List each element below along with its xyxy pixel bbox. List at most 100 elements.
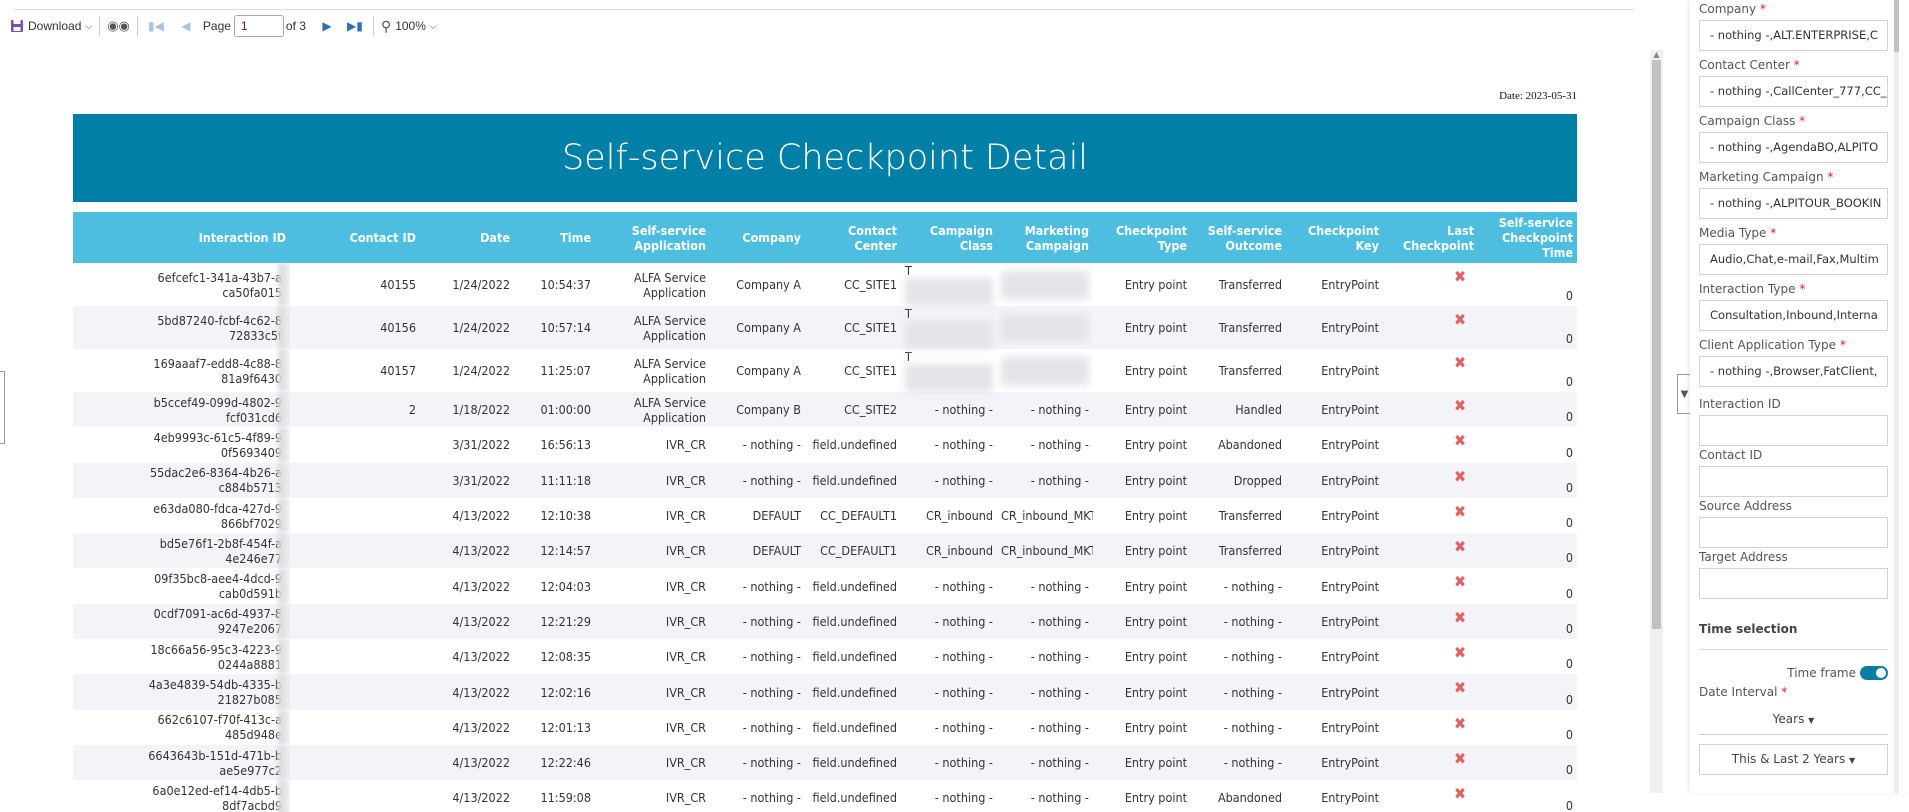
- cell-sstime: 0: [1478, 710, 1577, 745]
- time-frame-toggle-row: Time frame: [1699, 666, 1888, 680]
- table-row[interactable]: 6efcefc1-341a-43b7-a ca50fa015 40155 1/24/2…: [73, 263, 1577, 306]
- column-header: Campaign Class: [901, 212, 997, 263]
- cell-cc: CC_SITE1: [805, 306, 901, 349]
- cell-cclass: - nothing -: [901, 462, 997, 498]
- cell-mcamp: - nothing -: [997, 427, 1093, 462]
- binoculars-icon: ◉◉: [107, 18, 130, 33]
- cell-text: field.undefined: [812, 472, 897, 488]
- table-row[interactable]: e63da080-fdca-427d-9 866bf7029 4/13/2022 12…: [73, 497, 1577, 534]
- table-row[interactable]: 18c66a56-95c3-4223-9 0244a8881 4/13/2022 12…: [73, 639, 1577, 675]
- cell-company: Company A: [710, 306, 805, 349]
- cell-text: EntryPoint: [1321, 320, 1379, 335]
- next-page-button[interactable]: ▶: [316, 19, 338, 33]
- filter-input[interactable]: [1699, 415, 1888, 446]
- last-page-button[interactable]: ▶▮: [344, 19, 366, 33]
- filter-input[interactable]: - nothing -,CallCenter_777,CC_: [1699, 76, 1888, 107]
- cell-text: EntryPoint: [1321, 363, 1379, 378]
- page-number-input[interactable]: [233, 15, 284, 37]
- filter-sidebar: Company * - nothing -,ALT.ENTERPRISE,C Con…: [1690, 0, 1909, 793]
- previous-page-button[interactable]: ◀: [175, 19, 197, 33]
- table-row[interactable]: 4a3e4839-54db-4335-b 21827b085 4/13/2022 12…: [73, 674, 1577, 710]
- filter-input[interactable]: - nothing -,AgendaBO,ALPITO: [1699, 132, 1888, 163]
- interval-range-value: This & Last 2 Years: [1731, 752, 1846, 766]
- cell-text: EntryPoint: [1321, 508, 1379, 524]
- sidebar-scrollbar-thumb[interactable]: [1894, 0, 1899, 52]
- cell-iid: 5bd87240-fcbf-4c62-8 72833c5f: [73, 306, 290, 349]
- save-icon: [11, 20, 23, 32]
- filter-panel-toggle[interactable]: ▼: [1677, 374, 1691, 414]
- cell-cclass: - nothing -: [901, 639, 997, 674]
- cell-text: CC_SITE1: [844, 277, 897, 292]
- filter-input[interactable]: [1699, 517, 1888, 548]
- cell-text: - nothing -: [1030, 684, 1089, 700]
- filter-input[interactable]: Consultation,Inbound,Interna: [1699, 300, 1888, 331]
- cell-text: 0: [1565, 691, 1573, 707]
- cell-last: ✖: [1383, 462, 1478, 498]
- cell-text: - nothing -: [742, 578, 801, 594]
- cell-date: 1/24/2022: [420, 263, 514, 306]
- filter-input[interactable]: - nothing -,Browser,FatClient,: [1699, 356, 1888, 387]
- table-row[interactable]: 4eb9993c-61c5-4f89-9 0f5693409 3/31/2022 16…: [73, 427, 1577, 463]
- time-frame-toggle[interactable]: [1860, 666, 1888, 680]
- cell-text: CC_DEFAULT1: [820, 508, 897, 524]
- cell-text: - nothing -: [1030, 402, 1089, 418]
- filter-input[interactable]: [1699, 568, 1888, 599]
- table-row[interactable]: 662c6107-f70f-413c-a 485d948e 4/13/2022 12:…: [73, 709, 1577, 745]
- cell-cc: field.undefined: [805, 744, 901, 781]
- cell-text: 12:08:35: [540, 649, 591, 665]
- redaction-blur: [278, 639, 290, 675]
- interaction-id-line: 169aaaf7-edd8-4c88-8: [153, 355, 282, 371]
- cell-cc: field.undefined: [805, 603, 901, 640]
- table-row[interactable]: 0cdf7091-ac6d-4937-8 9247e2067 4/13/2022 12…: [73, 603, 1577, 640]
- cell-text: ALFA Service Application: [633, 269, 706, 300]
- interval-range-dropdown[interactable]: This & Last 2 Years ▼: [1699, 744, 1888, 775]
- interaction-id-line: 5bd87240-fcbf-4c62-8: [157, 312, 282, 328]
- cell-text: - nothing -: [1030, 755, 1089, 771]
- table-row[interactable]: bd5e76f1-2b8f-454f-a 4e246e77 4/13/2022 12:…: [73, 533, 1577, 569]
- table-row[interactable]: 6a0e12ed-ef14-4db5-b 8df7acbd9 4/13/2022 11…: [73, 780, 1577, 812]
- left-panel-toggle[interactable]: [0, 371, 5, 444]
- filter-input[interactable]: - nothing -,ALPITOUR_BOOKIN: [1699, 188, 1888, 219]
- cell-key: EntryPoint: [1286, 263, 1383, 306]
- cell-time: 12:08:35: [514, 639, 595, 674]
- required-marker: *: [1781, 685, 1788, 699]
- table-row[interactable]: 169aaaf7-edd8-4c88-8 81a9f6430 40157 1/24/2…: [73, 349, 1577, 392]
- cell-date: 3/31/2022: [420, 462, 514, 498]
- cell-text: T: [905, 263, 912, 278]
- cell-app: IVR_CR: [595, 568, 710, 603]
- scroll-up-icon[interactable]: ▲: [1653, 50, 1660, 59]
- cell-app: IVR_CR: [595, 744, 710, 781]
- table-row[interactable]: b5ccef49-099d-4802-9 fcf031cd6 2 1/18/2022 0…: [73, 392, 1577, 428]
- table-row[interactable]: 6643643b-151d-471b-b ae5e977c2 4/13/2022 12…: [73, 744, 1577, 781]
- cell-key: EntryPoint: [1286, 392, 1383, 428]
- report-date: Date: 2023-05-31: [1499, 90, 1577, 102]
- cell-company: Company A: [710, 263, 805, 306]
- required-marker: *: [1770, 226, 1777, 240]
- report-scrollbar[interactable]: ▲: [1650, 50, 1663, 793]
- table-row[interactable]: 5bd87240-fcbf-4c62-8 72833c5f 40156 1/24/20…: [73, 306, 1577, 349]
- cell-text: Entry point: [1124, 437, 1187, 453]
- required-marker: *: [1839, 338, 1846, 352]
- table-row[interactable]: 09f35bc8-aee4-4dcd-9 cab0d591b 4/13/2022 12…: [73, 568, 1577, 604]
- interaction-id-line: fcf031cd6: [225, 409, 282, 425]
- cell-text: EntryPoint: [1321, 543, 1379, 559]
- first-page-button[interactable]: ▮◀: [145, 19, 167, 33]
- cell-last: ✖: [1383, 710, 1478, 745]
- cell-text: - nothing -: [742, 437, 801, 453]
- cell-text: Company A: [736, 277, 801, 292]
- scrollbar-thumb[interactable]: [1652, 60, 1661, 629]
- zoom-dropdown[interactable]: ⚲ 100% ⌵: [381, 18, 437, 35]
- filter-input[interactable]: [1699, 466, 1888, 497]
- cell-text: IVR_CR: [665, 613, 706, 629]
- download-button[interactable]: Download ⌵: [10, 19, 92, 33]
- table-row[interactable]: 55dac2e6-8364-4b26-a c884b5713 3/31/2022 11…: [73, 462, 1577, 498]
- sidebar-scrollbar[interactable]: [1894, 0, 1899, 793]
- cell-last: ✖: [1383, 498, 1478, 533]
- cell-cc: field.undefined: [805, 674, 901, 710]
- filter-input[interactable]: Audio,Chat,e-mail,Fax,Multim: [1699, 244, 1888, 275]
- cell-text: 0: [1565, 585, 1573, 601]
- filter-input[interactable]: - nothing -,ALT.ENTERPRISE,C: [1699, 20, 1888, 51]
- find-button[interactable]: ◉◉: [107, 18, 130, 34]
- cell-cclass: - nothing -: [901, 392, 997, 428]
- interval-unit-dropdown[interactable]: Years ▼: [1699, 712, 1888, 735]
